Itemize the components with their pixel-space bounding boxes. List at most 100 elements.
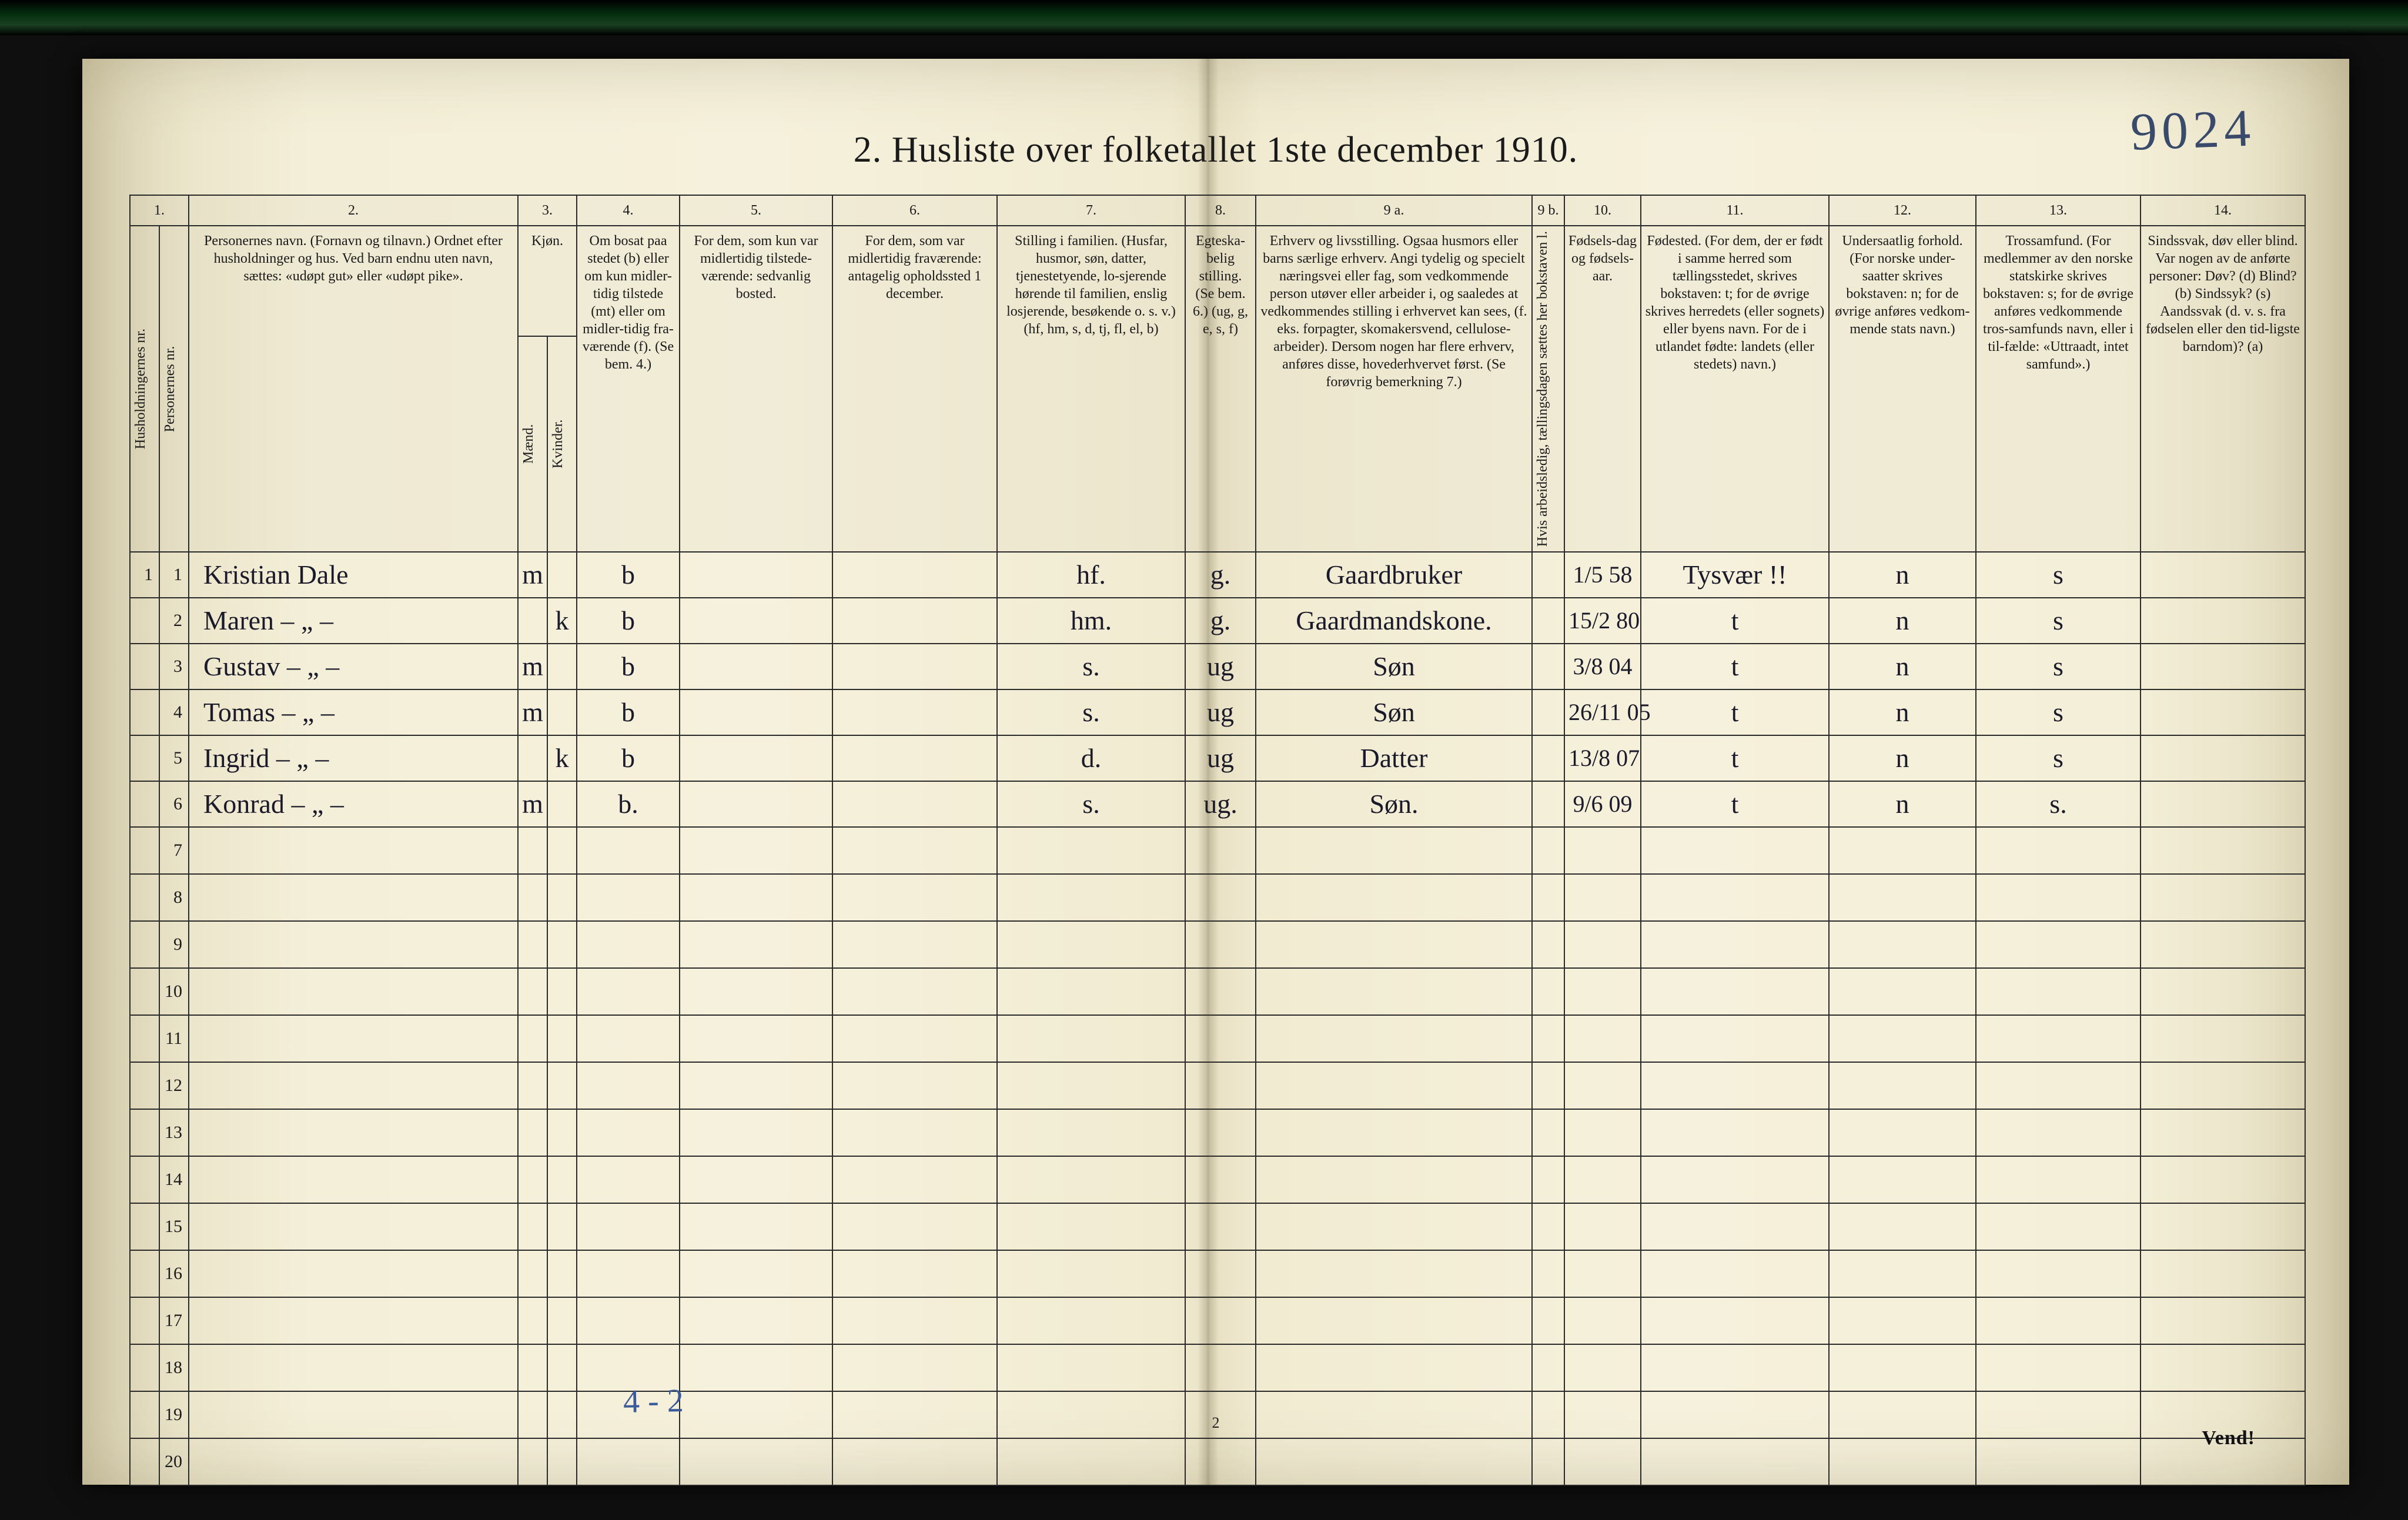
hdr-birthplace: Fødested. (For dem, der er født i samme …: [1641, 226, 1829, 552]
cell-empty: [577, 921, 680, 968]
column-number-row: 1. 2. 3. 4. 5. 6. 7. 8. 9 a. 9 b. 10. 11…: [130, 195, 2305, 226]
cell-empty: [1532, 1203, 1564, 1250]
table-row-empty: 11: [130, 1015, 2305, 1062]
cell-empty: [1532, 827, 1564, 874]
hdr-person-no: Personernes nr.: [159, 226, 189, 552]
cell-empty: [997, 1062, 1185, 1109]
cell-empty: [518, 827, 547, 874]
cell-empty: [832, 1438, 997, 1485]
cell-empty: [1641, 968, 1829, 1015]
table-row: 6Konrad – „ –mb.s.ug.Søn.9/6 09tns.: [130, 781, 2305, 827]
cell-empty: [1256, 1203, 1532, 1250]
cell-empty: [1532, 1250, 1564, 1297]
cell-civ: ug: [1185, 735, 1256, 781]
cell-empty: [832, 874, 997, 921]
cell-dis: [2141, 781, 2305, 827]
colnum-9b: 9 b.: [1532, 195, 1564, 226]
cell-empty: [997, 1203, 1185, 1250]
cell-empty: [1256, 1015, 1532, 1062]
cell-empty: [1256, 1344, 1532, 1391]
cell-empty: [1829, 874, 1976, 921]
cell-empty: [680, 827, 832, 874]
cell-empty: [547, 968, 577, 1015]
colnum-7: 7.: [997, 195, 1185, 226]
cell-empty: [832, 1156, 997, 1203]
cell-empty: 20: [159, 1438, 189, 1485]
cell-empty: [1185, 1156, 1256, 1203]
cell-empty: [577, 1203, 680, 1250]
hdr-occupation: Erhverv og livsstilling. Ogsaa husmors e…: [1256, 226, 1532, 552]
cell-empty: [1976, 1203, 2141, 1250]
cell-empty: [1185, 1203, 1256, 1250]
hdr-name: Personernes navn. (Fornavn og tilnavn.) …: [189, 226, 518, 552]
cell-empty: [1976, 874, 2141, 921]
cell-empty: [1256, 921, 1532, 968]
cell-nat: n: [1829, 781, 1976, 827]
cell-led: [1532, 598, 1564, 644]
cell-empty: [1185, 827, 1256, 874]
cell-empty: [1641, 1203, 1829, 1250]
cell-name: Gustav – „ –: [189, 644, 518, 689]
cell-empty: [832, 1297, 997, 1344]
cell-nat: n: [1829, 644, 1976, 689]
cell-empty: [518, 968, 547, 1015]
table-row-empty: 18: [130, 1344, 2305, 1391]
cell-empty: [1185, 1109, 1256, 1156]
cell-empty: [1256, 874, 1532, 921]
cell-dis: [2141, 598, 2305, 644]
cell-led: [1532, 781, 1564, 827]
cell-empty: 15: [159, 1203, 189, 1250]
cell-empty: [1256, 1109, 1532, 1156]
cell-k: k: [547, 598, 577, 644]
cell-c6: [832, 689, 997, 735]
cell-empty: [189, 1109, 518, 1156]
cell-pn: 5: [159, 735, 189, 781]
cell-empty: [130, 921, 159, 968]
cell-empty: [1564, 1344, 1641, 1391]
table-row-empty: 14: [130, 1156, 2305, 1203]
cell-c6: [832, 644, 997, 689]
cell-empty: [1185, 1062, 1256, 1109]
cell-res: b: [577, 598, 680, 644]
cell-dob: 13/8 07: [1564, 735, 1641, 781]
cell-name: Maren – „ –: [189, 598, 518, 644]
cell-empty: [997, 921, 1185, 968]
cell-pn: 6: [159, 781, 189, 827]
cell-k: [547, 644, 577, 689]
cell-pn: 2: [159, 598, 189, 644]
cell-empty: [130, 1438, 159, 1485]
cell-led: [1532, 735, 1564, 781]
cell-res: b: [577, 689, 680, 735]
cell-empty: [547, 1015, 577, 1062]
cell-empty: [1185, 874, 1256, 921]
cell-rel: s: [1976, 598, 2141, 644]
cell-m: [518, 735, 547, 781]
cell-nat: n: [1829, 552, 1976, 598]
cell-led: [1532, 552, 1564, 598]
cell-empty: [518, 874, 547, 921]
table-row-empty: 8: [130, 874, 2305, 921]
cell-empty: [680, 1344, 832, 1391]
cell-empty: [577, 1109, 680, 1156]
footer-page-number: 2: [82, 1414, 2349, 1432]
cell-pn: 4: [159, 689, 189, 735]
cell-name: Ingrid – „ –: [189, 735, 518, 781]
cell-c6: [832, 598, 997, 644]
footer-turn-page: Vend!: [2202, 1427, 2255, 1449]
table-row: 5Ingrid – „ –kbd.ugDatter13/8 07tns: [130, 735, 2305, 781]
cell-res: b: [577, 644, 680, 689]
cell-empty: [1185, 1250, 1256, 1297]
cell-empty: [518, 1156, 547, 1203]
cell-empty: [577, 1250, 680, 1297]
cell-c5: [680, 689, 832, 735]
cell-empty: [1641, 874, 1829, 921]
cell-dob: 26/11 05: [1564, 689, 1641, 735]
cell-empty: [130, 1062, 159, 1109]
cell-empty: [832, 1109, 997, 1156]
cell-occ: Datter: [1256, 735, 1532, 781]
scan-top-edge: [0, 0, 2408, 35]
cell-empty: [130, 1297, 159, 1344]
cell-empty: [997, 1156, 1185, 1203]
cell-empty: [1532, 1297, 1564, 1344]
colnum-14: 14.: [2141, 195, 2305, 226]
